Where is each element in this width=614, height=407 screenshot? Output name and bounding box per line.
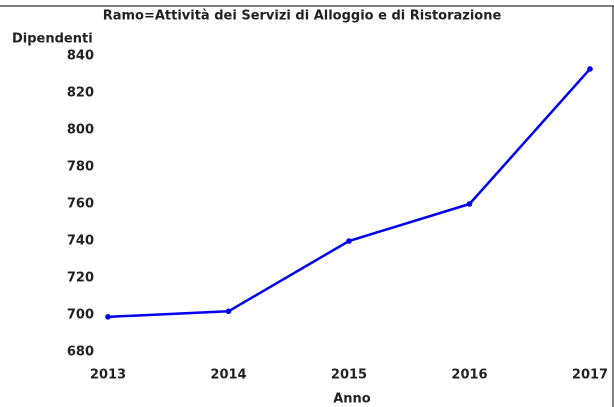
point (225, 308, 232, 315)
y-tick-label: 680 (67, 345, 94, 360)
point (466, 201, 473, 207)
point (587, 66, 593, 72)
y-tick-label: 740 (67, 234, 94, 249)
x-tick-label: 2017 (572, 368, 608, 383)
point (346, 238, 352, 244)
y-tick-label: 700 (67, 308, 94, 323)
y-tick-label: 820 (67, 86, 94, 101)
y-tick-label: 800 (67, 123, 94, 138)
x-tick-label: 2016 (451, 368, 487, 383)
x-tick-label: 2013 (90, 368, 126, 383)
series-line (107, 68, 591, 319)
point (105, 314, 111, 320)
x-tick-label: 2014 (210, 368, 246, 383)
chart-title: Ramo=Attività dei Servizi di Alloggio e … (103, 9, 502, 24)
y-tick-label: 720 (67, 271, 94, 286)
y-tick-label: 840 (67, 49, 94, 64)
y-tick-label: 760 (67, 197, 94, 212)
y-tick-label: 780 (67, 160, 94, 175)
y-axis-label: Dipendenti (12, 32, 93, 47)
x-axis-label: Anno (333, 392, 371, 407)
x-tick-label: 2015 (331, 368, 367, 383)
